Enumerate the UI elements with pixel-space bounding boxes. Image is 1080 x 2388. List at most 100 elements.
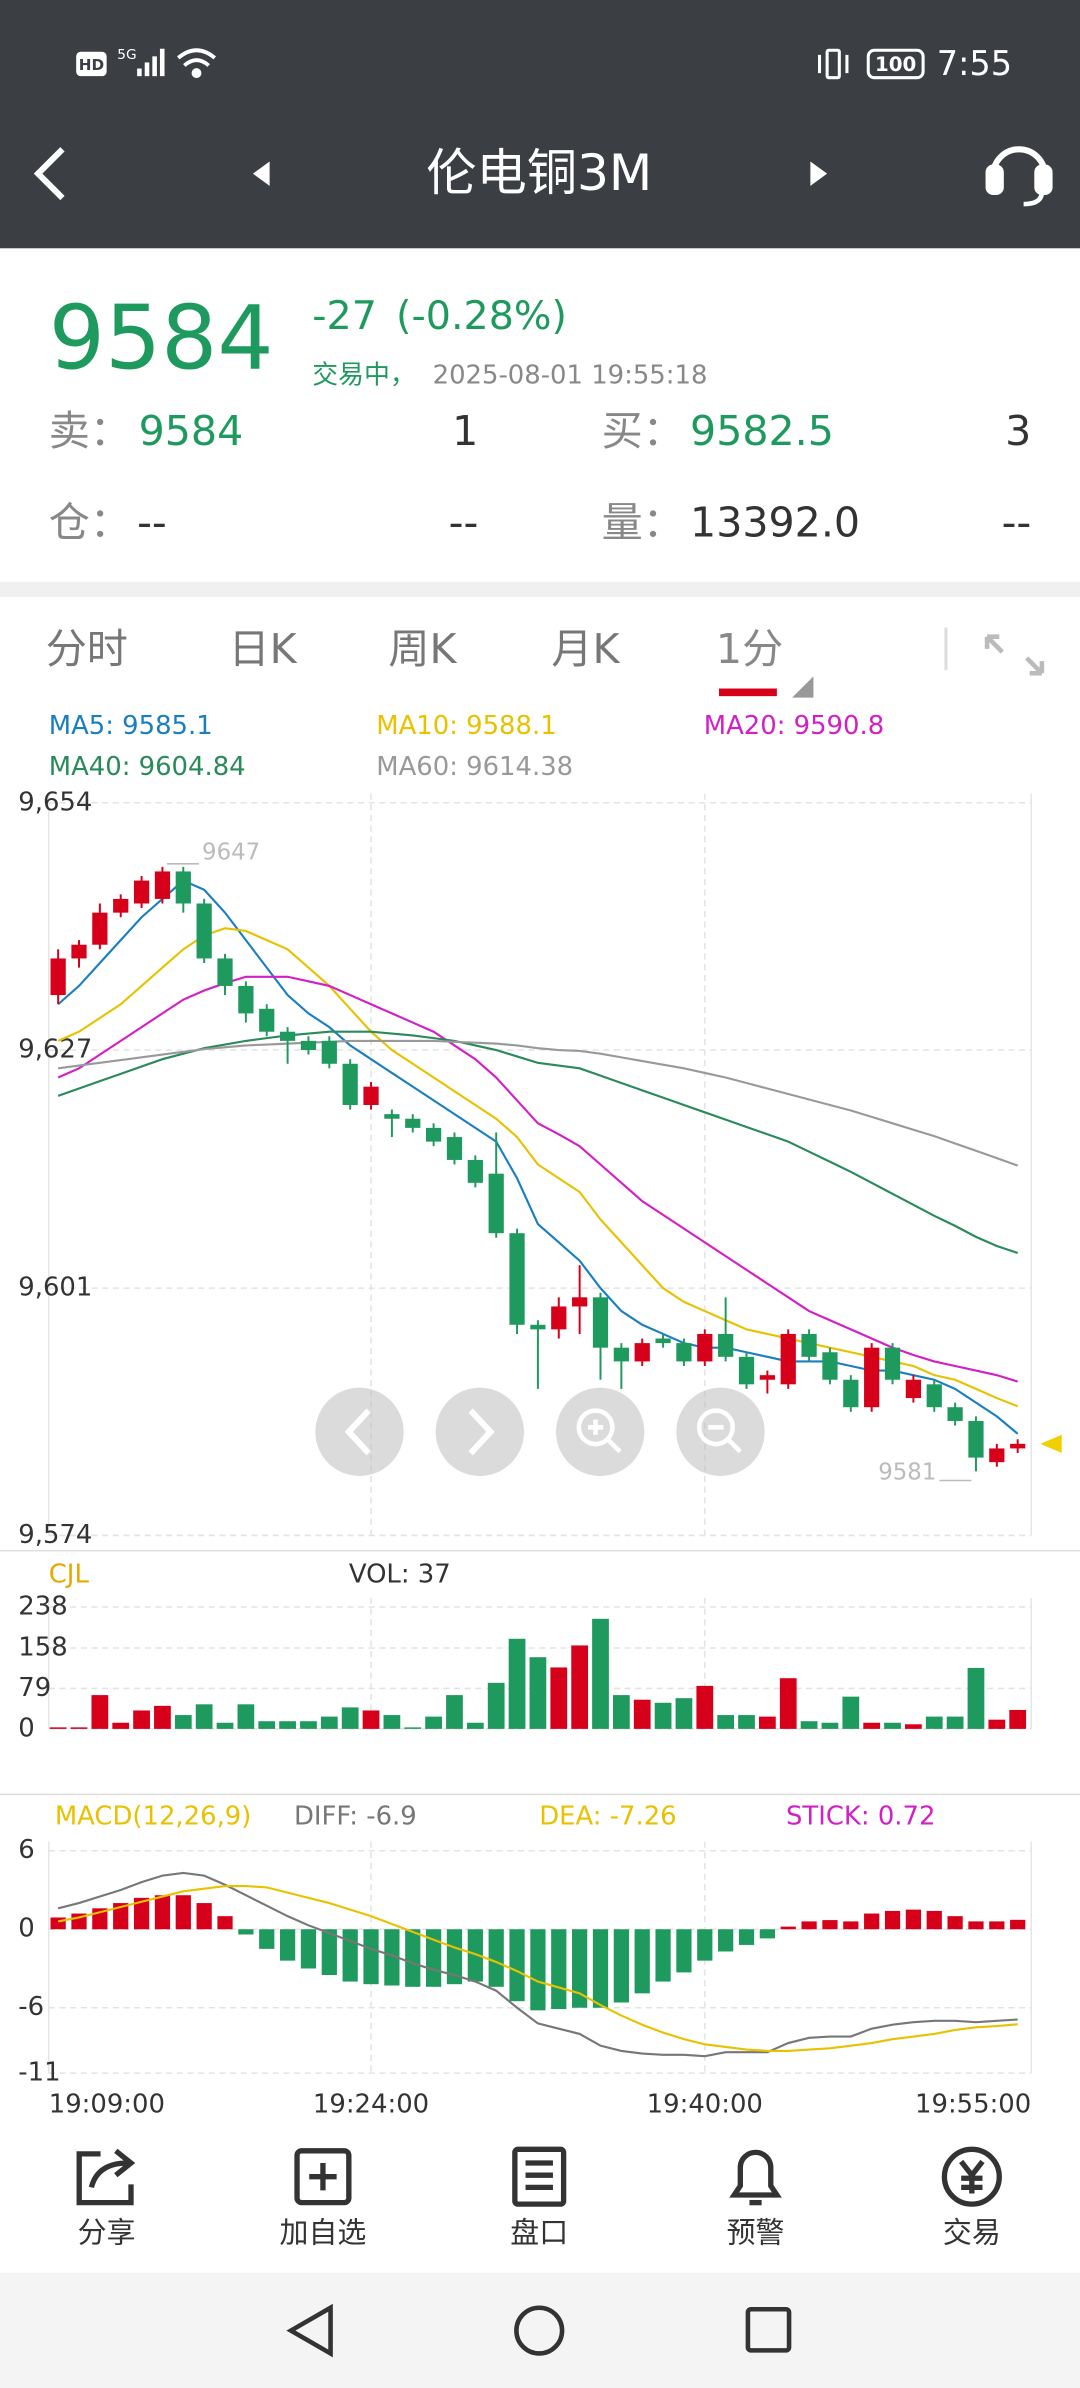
- orderbook-icon[interactable]: [512, 2146, 567, 2207]
- macd-stick: [801, 1921, 817, 1930]
- quote-value: 9584: [139, 407, 244, 455]
- system-home[interactable]: [514, 2305, 565, 2356]
- hd-badge: [76, 51, 107, 77]
- scroll-right-button[interactable]: [435, 1387, 525, 1477]
- nav-label[interactable]: 加自选: [280, 2216, 367, 2250]
- prev-button[interactable]: [252, 161, 270, 186]
- x-tick-label: 19:55:00: [915, 2090, 1031, 2120]
- zoom-in-button[interactable]: [555, 1387, 645, 1477]
- price-change: -27: [312, 293, 377, 339]
- macd-stick: [300, 1929, 317, 1969]
- alert-icon[interactable]: [729, 2149, 782, 2206]
- share-icon[interactable]: [76, 2148, 136, 2206]
- volume-bar: [550, 1667, 568, 1729]
- x-tick-label: 19:24:00: [313, 2090, 429, 2120]
- bottom-nav: 分享 加自选 盘口 预警 交易: [0, 2126, 1080, 2273]
- panel-title: MACD(12,26,9): [55, 1802, 252, 1832]
- tab[interactable]: 月K: [551, 625, 620, 673]
- volume-bar: [696, 1685, 714, 1729]
- ma-line: [57, 1030, 1019, 1254]
- ma-line: [57, 879, 1019, 1435]
- panel-subtitle: VOL: 37: [349, 1560, 451, 1590]
- legend-entry: MA60: 9614.38: [376, 752, 573, 782]
- volume-bar: [905, 1724, 922, 1729]
- nav-label[interactable]: 预警: [727, 2216, 785, 2250]
- candle-body: [446, 1137, 463, 1160]
- candle-body: [551, 1306, 567, 1330]
- macd-stick: [467, 1929, 483, 1982]
- volume-bar: [446, 1695, 463, 1729]
- nav-label[interactable]: 交易: [943, 2216, 1001, 2250]
- volume-bar: [675, 1698, 693, 1729]
- y-tick-label: 9,654: [18, 787, 92, 817]
- volume-bar: [633, 1699, 651, 1729]
- macd-stick: [279, 1929, 296, 1961]
- tab[interactable]: 分时: [46, 625, 128, 673]
- macd-stick: [655, 1929, 671, 1982]
- tab-dropdown[interactable]: [792, 676, 814, 698]
- candle-body: [363, 1086, 379, 1105]
- next-button[interactable]: [810, 161, 828, 186]
- macd-stick: [363, 1929, 379, 1985]
- tab-active[interactable]: 1分: [716, 625, 783, 673]
- tab[interactable]: 日K: [228, 625, 297, 673]
- watchlist-icon[interactable]: [294, 2148, 352, 2206]
- icon: [696, 1408, 742, 1454]
- trade-icon[interactable]: [941, 2146, 1002, 2207]
- zoom-out-button[interactable]: [676, 1387, 765, 1477]
- legend-entry: MA20: 9590.8: [704, 711, 884, 741]
- high-label: 9647: [202, 840, 260, 866]
- macd-stick: [864, 1913, 880, 1930]
- volume-bar: [91, 1695, 109, 1729]
- quote-value: 13392.0: [690, 499, 860, 547]
- volume-bar: [383, 1715, 401, 1729]
- system-back[interactable]: [286, 2303, 333, 2358]
- support-button[interactable]: [985, 146, 1053, 207]
- macd-stick: [697, 1929, 713, 1961]
- nav-label[interactable]: 盘口: [510, 2216, 568, 2250]
- hd-label: HD: [79, 56, 104, 74]
- macd-stick: [1010, 1919, 1026, 1930]
- candle-body: [259, 1008, 275, 1032]
- legend-entry: MA10: 9588.1: [376, 711, 556, 741]
- vibrate-icon: [817, 48, 849, 80]
- nav-label[interactable]: 分享: [78, 2216, 136, 2250]
- macd-stick: [509, 1929, 525, 2002]
- quote-label: 卖：: [49, 407, 131, 455]
- volume-bar: [821, 1722, 839, 1729]
- candle-body: [71, 944, 87, 959]
- system-recents[interactable]: [745, 2306, 792, 2353]
- back-button[interactable]: [33, 147, 65, 201]
- candle-body: [133, 880, 150, 904]
- macd-stick: [905, 1909, 922, 1930]
- volume-bar: [404, 1727, 422, 1729]
- volume-bar: [800, 1721, 818, 1729]
- macd-stick: [321, 1929, 337, 1976]
- scroll-left-button[interactable]: [315, 1387, 404, 1477]
- section-gap: [0, 581, 1080, 598]
- candle-body: [113, 898, 129, 913]
- legend-entry: STICK: 0.72: [786, 1802, 935, 1832]
- volume-bar: [154, 1705, 171, 1729]
- macd-stick: [676, 1929, 692, 1973]
- candle-body: [759, 1375, 775, 1380]
- quote-volume: --: [449, 499, 479, 547]
- network-label: 5G: [117, 47, 136, 63]
- candle-body: [488, 1173, 504, 1234]
- volume-bar: [884, 1722, 901, 1729]
- fullscreen-button[interactable]: [984, 634, 1045, 676]
- tab[interactable]: 周K: [388, 625, 457, 673]
- y-tick-label: 79: [18, 1673, 51, 1703]
- candle-body: [321, 1040, 337, 1064]
- y-tick-label: 9,574: [18, 1520, 92, 1550]
- quote-value: --: [137, 499, 167, 547]
- candle-body: [822, 1352, 838, 1380]
- candle-body: [905, 1379, 922, 1399]
- y-tick-label: -11: [18, 2058, 60, 2088]
- quote-volume: 1: [452, 407, 478, 455]
- candle-body: [1010, 1443, 1026, 1449]
- candle-body: [50, 958, 66, 996]
- legend-entry: DIFF: -6.9: [294, 1802, 417, 1832]
- macd-stick: [530, 1929, 546, 2011]
